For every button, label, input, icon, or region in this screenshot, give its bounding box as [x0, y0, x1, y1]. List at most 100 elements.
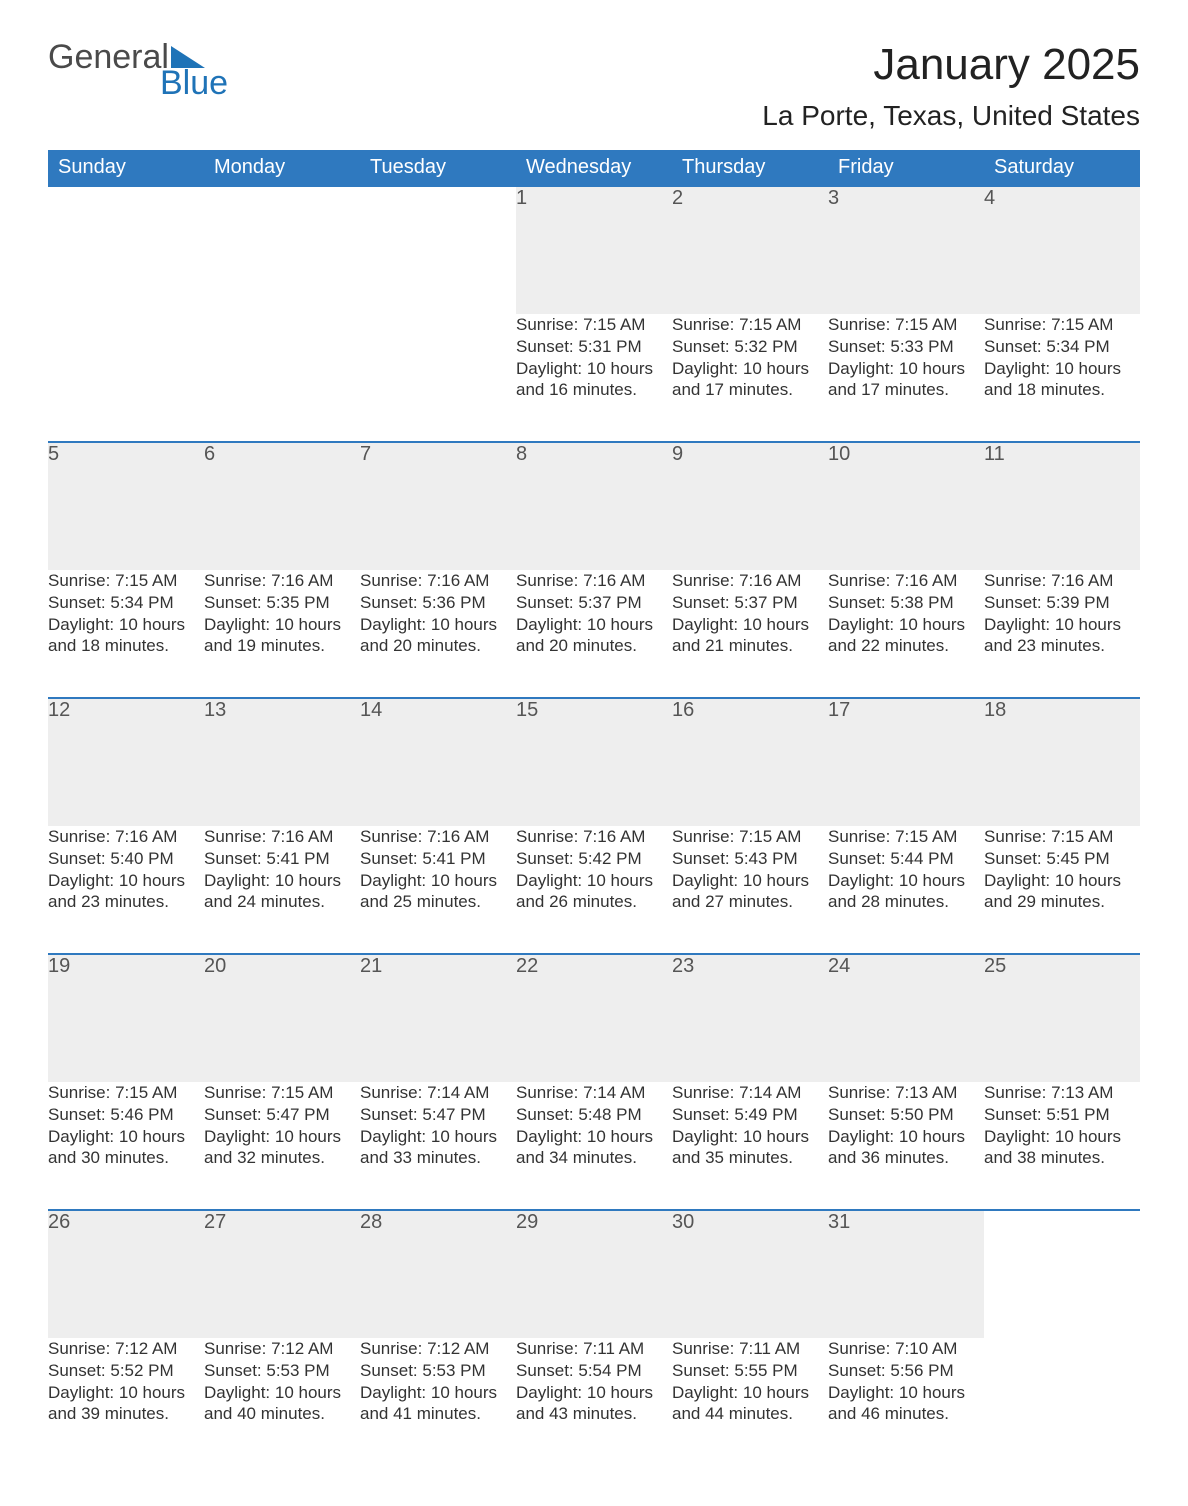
sunrise-line: Sunrise: 7:16 AM: [672, 570, 828, 592]
sunrise-line: Sunrise: 7:15 AM: [828, 314, 984, 336]
weekday-header: Thursday: [672, 150, 828, 186]
sunrise-line: Sunrise: 7:15 AM: [984, 826, 1140, 848]
sunset-line: Sunset: 5:52 PM: [48, 1360, 204, 1382]
day-number-cell: 15: [516, 698, 672, 826]
daylight-line: Daylight: 10 hours and 27 minutes.: [672, 870, 828, 914]
day-body-cell: Sunrise: 7:16 AMSunset: 5:35 PMDaylight:…: [204, 570, 360, 698]
day-body-cell: Sunrise: 7:16 AMSunset: 5:41 PMDaylight:…: [360, 826, 516, 954]
day-body-cell: Sunrise: 7:15 AMSunset: 5:32 PMDaylight:…: [672, 314, 828, 442]
daylight-line: Daylight: 10 hours and 28 minutes.: [828, 870, 984, 914]
day-number-cell: 11: [984, 442, 1140, 570]
day-number-cell: 28: [360, 1210, 516, 1338]
sunset-line: Sunset: 5:56 PM: [828, 1360, 984, 1382]
day-body-cell: Sunrise: 7:16 AMSunset: 5:42 PMDaylight:…: [516, 826, 672, 954]
day-body-cell: Sunrise: 7:16 AMSunset: 5:40 PMDaylight:…: [48, 826, 204, 954]
sunset-line: Sunset: 5:34 PM: [984, 336, 1140, 358]
week-number-row: 19202122232425: [48, 954, 1140, 1082]
daylight-line: Daylight: 10 hours and 36 minutes.: [828, 1126, 984, 1170]
daylight-line: Daylight: 10 hours and 25 minutes.: [360, 870, 516, 914]
day-number-cell: 6: [204, 442, 360, 570]
sunrise-line: Sunrise: 7:16 AM: [828, 570, 984, 592]
day-number-cell: 12: [48, 698, 204, 826]
day-number-cell: [984, 1210, 1140, 1338]
day-number-cell: 3: [828, 186, 984, 314]
week-body-row: Sunrise: 7:15 AMSunset: 5:31 PMDaylight:…: [48, 314, 1140, 442]
week-number-row: 1234: [48, 186, 1140, 314]
daylight-line: Daylight: 10 hours and 32 minutes.: [204, 1126, 360, 1170]
weekday-header: Saturday: [984, 150, 1140, 186]
sunset-line: Sunset: 5:37 PM: [672, 592, 828, 614]
daylight-line: Daylight: 10 hours and 38 minutes.: [984, 1126, 1140, 1170]
week-body-row: Sunrise: 7:15 AMSunset: 5:34 PMDaylight:…: [48, 570, 1140, 698]
daylight-line: Daylight: 10 hours and 26 minutes.: [516, 870, 672, 914]
daylight-line: Daylight: 10 hours and 22 minutes.: [828, 614, 984, 658]
sunset-line: Sunset: 5:35 PM: [204, 592, 360, 614]
day-body-cell: Sunrise: 7:16 AMSunset: 5:41 PMDaylight:…: [204, 826, 360, 954]
sunset-line: Sunset: 5:34 PM: [48, 592, 204, 614]
sunset-line: Sunset: 5:41 PM: [204, 848, 360, 870]
week-body-row: Sunrise: 7:12 AM Sunset: 5:52 PM Daylight:…: [48, 1338, 1140, 1466]
day-body-cell: [360, 314, 516, 442]
daylight-line: Daylight: 10 hours and 35 minutes.: [672, 1126, 828, 1170]
week-number-row: 12131415161718: [48, 698, 1140, 826]
day-number-cell: 13: [204, 698, 360, 826]
daylight-line: Daylight: 10 hours and 21 minutes.: [672, 614, 828, 658]
sunrise-line: Sunrise: 7:16 AM: [204, 570, 360, 592]
day-number-cell: 8: [516, 442, 672, 570]
sunrise-line: Sunrise: 7:16 AM: [360, 826, 516, 848]
day-body-cell: Sunrise: 7:12 AMSunset: 5:53 PMDaylight:…: [360, 1338, 516, 1466]
weekday-header: Tuesday: [360, 150, 516, 186]
sunrise-line: Sunrise: 7:16 AM: [204, 826, 360, 848]
title-block: January 2025 La Porte, Texas, United Sta…: [762, 40, 1140, 146]
daylight-line: Daylight: 10 hours and 18 minutes.: [48, 614, 204, 658]
sunrise-line: Sunrise: 7:16 AM: [984, 570, 1140, 592]
day-number-cell: 19: [48, 954, 204, 1082]
daylight-line: Daylight: 10 hours and 43 minutes.: [516, 1382, 672, 1426]
day-number-cell: 25: [984, 954, 1140, 1082]
daylight-line: Daylight: 10 hours and 33 minutes.: [360, 1126, 516, 1170]
week-number-row: 567891011: [48, 442, 1140, 570]
sunset-line: Sunset: 5:45 PM: [984, 848, 1140, 870]
sunrise-line: Sunrise: 7:14 AM: [672, 1082, 828, 1104]
logo: General Blue: [48, 40, 228, 103]
day-body-cell: [48, 314, 204, 442]
sunset-line: Sunset: 5:48 PM: [516, 1104, 672, 1126]
sunrise-line: Sunrise: 7:15 AM: [48, 570, 204, 592]
sunrise-line: Sunrise: 7:13 AM: [984, 1082, 1140, 1104]
sunset-line: Sunset: 5:42 PM: [516, 848, 672, 870]
month-title: January 2025: [762, 40, 1140, 90]
sunset-line: Sunset: 5:47 PM: [204, 1104, 360, 1126]
sunset-line: Sunset: 5:33 PM: [828, 336, 984, 358]
sunset-line: Sunset: 5:55 PM: [672, 1360, 828, 1382]
day-number-cell: 30: [672, 1210, 828, 1338]
day-body-cell: Sunrise: 7:15 AMSunset: 5:44 PMDaylight:…: [828, 826, 984, 954]
week-number-row: 262728293031: [48, 1210, 1140, 1338]
sunset-line: Sunset: 5:47 PM: [360, 1104, 516, 1126]
day-body-cell: Sunrise: 7:14 AMSunset: 5:49 PMDaylight:…: [672, 1082, 828, 1210]
day-body-cell: Sunrise: 7:16 AMSunset: 5:38 PMDaylight:…: [828, 570, 984, 698]
sunrise-line: Sunrise: 7:15 AM: [984, 314, 1140, 336]
day-body-cell: Sunrise: 7:13 AMSunset: 5:51 PMDaylight:…: [984, 1082, 1140, 1210]
sunrise-line: Sunrise: 7:11 AM: [516, 1338, 672, 1360]
weekday-header-row: SundayMondayTuesdayWednesdayThursdayFrid…: [48, 150, 1140, 186]
day-number-cell: 5: [48, 442, 204, 570]
daylight-line: Daylight: 10 hours and 23 minutes.: [48, 870, 204, 914]
logo-word-2: Blue: [160, 64, 228, 103]
sunset-line: Sunset: 5:36 PM: [360, 592, 516, 614]
sunrise-line: Sunrise: 7:12 AM: [360, 1338, 516, 1360]
week-body-row: Sunrise: 7:15 AMSunset: 5:46 PMDaylight:…: [48, 1082, 1140, 1210]
day-number-cell: 26: [48, 1210, 204, 1338]
day-body-cell: Sunrise: 7:12 AMSunset: 5:52 PMDaylight:…: [48, 1338, 204, 1466]
day-number-cell: 24: [828, 954, 984, 1082]
sunrise-line: Sunrise: 7:15 AM: [516, 314, 672, 336]
day-number-cell: 31: [828, 1210, 984, 1338]
sunrise-line: Sunrise: 7:13 AM: [828, 1082, 984, 1104]
daylight-line: Daylight: 10 hours and 16 minutes.: [516, 358, 672, 402]
day-number-cell: 18: [984, 698, 1140, 826]
day-body-cell: Sunrise: 7:16 AMSunset: 5:39 PMDaylight:…: [984, 570, 1140, 698]
day-body-cell: Sunrise: 7:14 AMSunset: 5:47 PMDaylight:…: [360, 1082, 516, 1210]
sunset-line: Sunset: 5:41 PM: [360, 848, 516, 870]
day-body-cell: Sunrise: 7:15 AMSunset: 5:31 PMDaylight:…: [516, 314, 672, 442]
day-number-cell: 14: [360, 698, 516, 826]
sunset-line: Sunset: 5:53 PM: [204, 1360, 360, 1382]
